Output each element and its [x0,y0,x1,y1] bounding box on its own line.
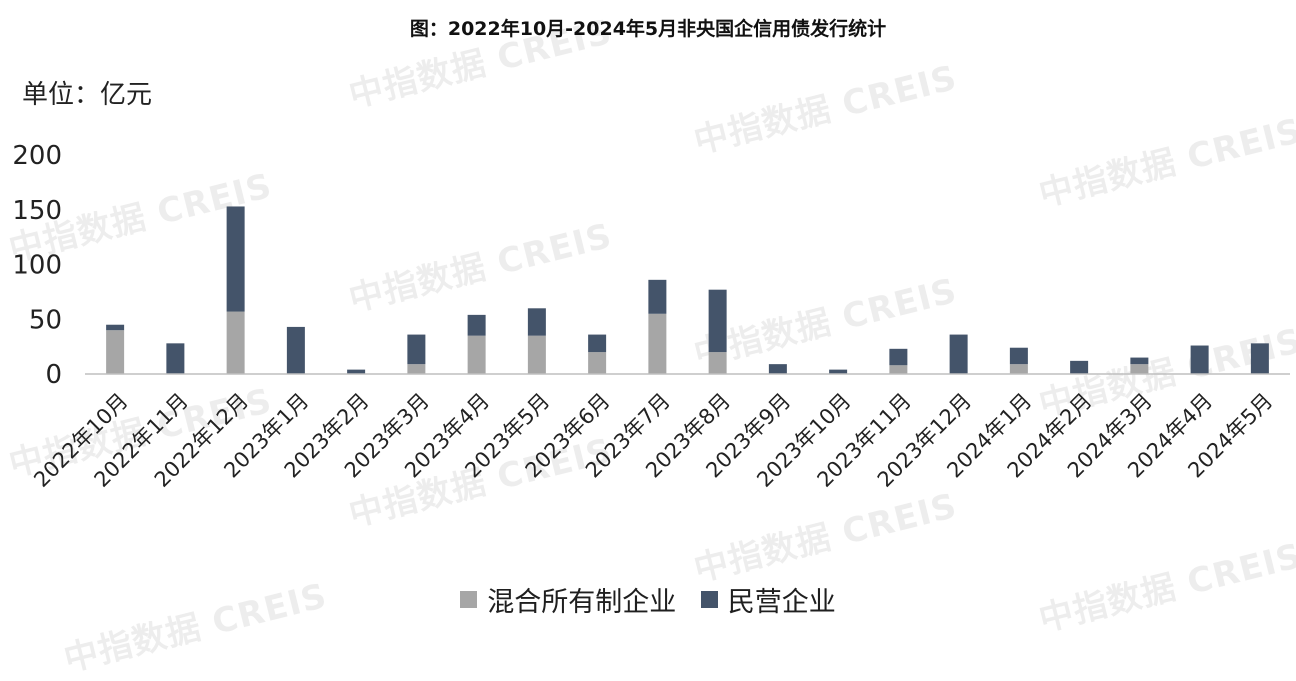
y-tick-label: 100 [12,251,62,281]
bar-mixed-ownership [889,365,908,374]
bar-private-enterprise [768,364,787,374]
legend-label-private: 民营企业 [727,587,836,618]
bar-mixed-ownership [1130,364,1149,374]
legend-swatch-mixed [460,591,478,608]
y-tick-label: 200 [12,141,62,171]
bar-private-enterprise [286,326,305,374]
y-tick-label: 150 [12,196,62,226]
bar-private-enterprise [829,369,848,374]
bar-mixed-ownership [708,352,727,374]
unit-label: 单位：亿元 [22,80,153,110]
y-tick-label: 0 [45,360,62,390]
legend: 混合所有制企业 民营企业 [0,580,1296,619]
bar-private-enterprise [1250,343,1269,374]
bar-mixed-ownership [106,330,125,374]
bar-private-enterprise [1070,360,1089,374]
bars [106,206,1269,374]
chart-plot: 0 50 100 150 200 2022年10月2022年11月2022年12月202… [12,141,1290,492]
bar-mixed-ownership [648,313,667,374]
bar-private-enterprise [1190,345,1209,374]
bar-mixed-ownership [407,364,426,374]
legend-swatch-private [700,591,718,608]
legend-item-private: 民营企业 [700,580,836,619]
x-axis: 2022年10月2022年11月2022年12月2023年1月2023年2月20… [29,389,1277,492]
legend-item-mixed: 混合所有制企业 [460,580,676,619]
bar-private-enterprise [527,308,546,336]
bar-private-enterprise [347,369,366,374]
bar-private-enterprise [708,289,727,353]
bar-mixed-ownership [226,311,245,374]
y-axis: 0 50 100 150 200 [12,141,62,390]
chart-title: 图：2022年10月-2024年5月非央国企信用债发行统计 [409,18,887,40]
bar-mixed-ownership [1009,364,1028,374]
bar-private-enterprise [648,279,667,314]
bar-private-enterprise [106,324,125,331]
bar-mixed-ownership [467,335,486,374]
bar-private-enterprise [467,314,486,336]
bar-private-enterprise [407,334,426,365]
bar-private-enterprise [166,343,185,374]
legend-label-mixed: 混合所有制企业 [487,587,677,618]
bar-private-enterprise [588,334,607,353]
bar-mixed-ownership [527,335,546,374]
bar-private-enterprise [949,334,968,374]
bar-mixed-ownership [588,352,607,374]
bar-private-enterprise [889,348,908,366]
bar-private-enterprise [226,206,245,312]
y-tick-label: 50 [29,305,62,335]
bar-private-enterprise [1130,357,1149,365]
bar-private-enterprise [1009,347,1028,365]
